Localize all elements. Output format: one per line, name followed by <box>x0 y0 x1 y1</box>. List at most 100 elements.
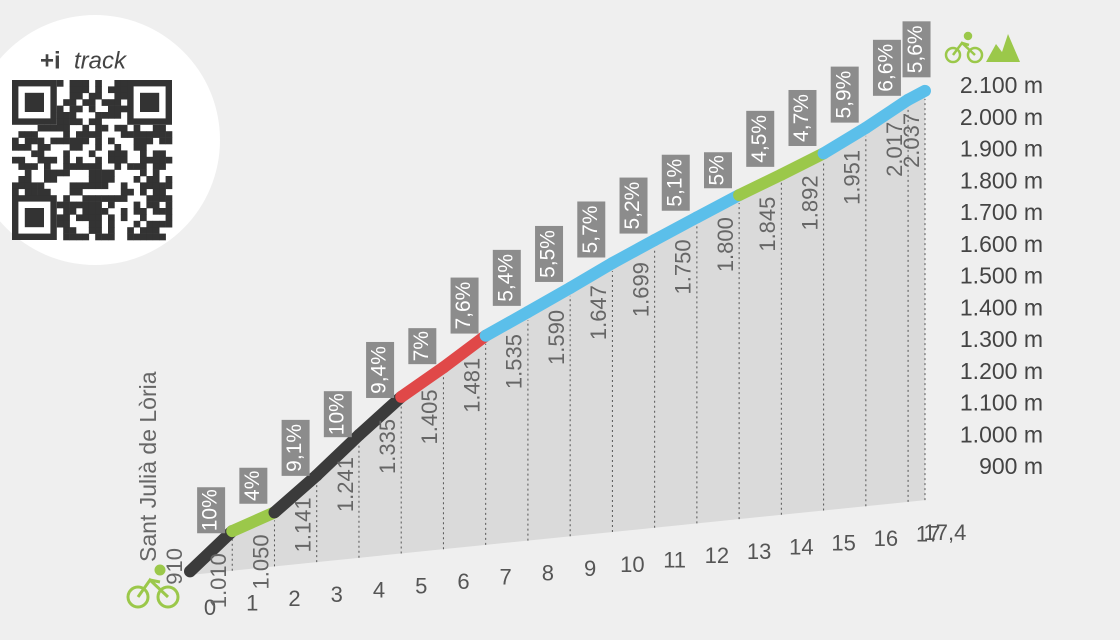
qr-cell <box>101 176 109 183</box>
qr-cell <box>18 131 26 138</box>
qr-cell <box>101 182 109 190</box>
qr-cell <box>140 156 147 164</box>
elevation-label: 2.017 <box>882 122 907 177</box>
qr-cell <box>108 112 115 119</box>
qr-cell <box>152 182 160 190</box>
km-label: 4 <box>373 578 385 603</box>
qr-cell <box>108 169 115 177</box>
profile-segment <box>648 211 703 247</box>
qr-cell <box>114 99 122 106</box>
qr-cell <box>165 195 173 202</box>
qr-cell <box>88 131 96 138</box>
qr-cell <box>88 220 96 228</box>
qr-cell <box>120 208 128 215</box>
qr-cell <box>56 201 64 209</box>
qr-cell <box>88 118 96 126</box>
elevation-label: 1.050 <box>248 534 273 589</box>
qr-cell <box>18 156 26 164</box>
y-tick-label: 1.700 m <box>960 199 1043 225</box>
km-label: 3 <box>331 582 343 607</box>
qr-cell <box>120 92 128 100</box>
qr-cell <box>63 112 70 119</box>
qr-cell <box>12 188 19 196</box>
qr-cell <box>24 188 32 196</box>
qr-cell <box>69 86 77 94</box>
qr-cell <box>146 182 154 190</box>
profile-area <box>190 90 925 576</box>
gradient-label: 4% <box>241 471 264 501</box>
gradient-box <box>450 277 479 334</box>
elevation-label: 1.010 <box>206 553 231 608</box>
qr-cell <box>82 233 90 241</box>
qr-cell <box>56 105 64 113</box>
qr-cell <box>50 176 58 183</box>
qr-cell <box>88 176 96 183</box>
qr-cell <box>88 163 96 170</box>
qr-cell <box>152 176 160 183</box>
gradient-box <box>281 419 310 476</box>
qr-cell <box>69 112 77 119</box>
profile-segment <box>859 93 915 134</box>
qr-cell <box>108 233 115 241</box>
qr-cell <box>152 163 160 170</box>
qr-cell <box>18 163 26 170</box>
y-tick-label: 1.800 m <box>960 167 1043 193</box>
qr-cell <box>140 208 147 215</box>
qr-cell <box>18 144 26 151</box>
qr-cell <box>12 144 19 151</box>
gradient-box <box>704 152 732 189</box>
qr-cell <box>95 201 102 209</box>
qr-cell <box>76 144 83 151</box>
km-label: 7 <box>500 565 512 590</box>
qr-cell <box>88 227 96 234</box>
qr-cell <box>133 201 141 209</box>
qr-cell <box>69 99 77 106</box>
gradient-label: 5,9% <box>832 71 855 119</box>
qr-cell <box>165 208 173 215</box>
logo-text: track <box>74 47 128 74</box>
qr-cell <box>95 137 102 145</box>
gradient-box <box>535 225 564 282</box>
qr-cell <box>120 105 128 113</box>
qr-cell <box>69 233 77 241</box>
qr-cell <box>44 188 51 196</box>
qr-cell <box>101 208 109 215</box>
gradient-box <box>872 39 901 96</box>
gradient-label: 7,6% <box>452 282 475 330</box>
qr-cell <box>12 182 19 190</box>
qr-cell <box>44 156 51 164</box>
profile-segment <box>817 121 872 160</box>
qr-cell <box>82 80 90 87</box>
gradient-box <box>830 66 859 123</box>
qr-cell <box>159 156 166 164</box>
qr-cell <box>56 169 64 177</box>
qr-cell <box>69 105 77 113</box>
qr-cell <box>63 208 70 215</box>
km-label: 2 <box>288 586 300 611</box>
gradient-box <box>408 328 437 365</box>
qr-cell <box>146 131 154 138</box>
gradient-box <box>323 391 352 438</box>
qr-cell <box>24 169 32 177</box>
qr-cell <box>114 156 122 164</box>
qr-cell <box>63 150 70 158</box>
qr-cell <box>159 131 166 138</box>
qr-cell <box>120 150 128 158</box>
qr-cell <box>108 201 115 209</box>
qr-cell <box>82 137 90 145</box>
elevation-label: 1.590 <box>544 310 569 365</box>
km-label: 17,4 <box>924 520 967 545</box>
qr-cell <box>101 169 109 177</box>
qr-cell <box>88 195 96 202</box>
start-label: Sant Julià de Lòria <box>135 371 161 562</box>
elevation-label: 1.481 <box>459 358 484 413</box>
qr-cell <box>76 92 83 100</box>
elevation-label: 1.241 <box>333 457 358 512</box>
qr-cell <box>152 156 160 164</box>
qr-cell <box>44 144 51 151</box>
qr-cell <box>63 131 70 138</box>
qr-cell <box>50 137 58 145</box>
elevation-label: 1.750 <box>671 239 696 294</box>
qr-cell <box>88 214 96 222</box>
gradient-label: 10% <box>199 489 222 531</box>
